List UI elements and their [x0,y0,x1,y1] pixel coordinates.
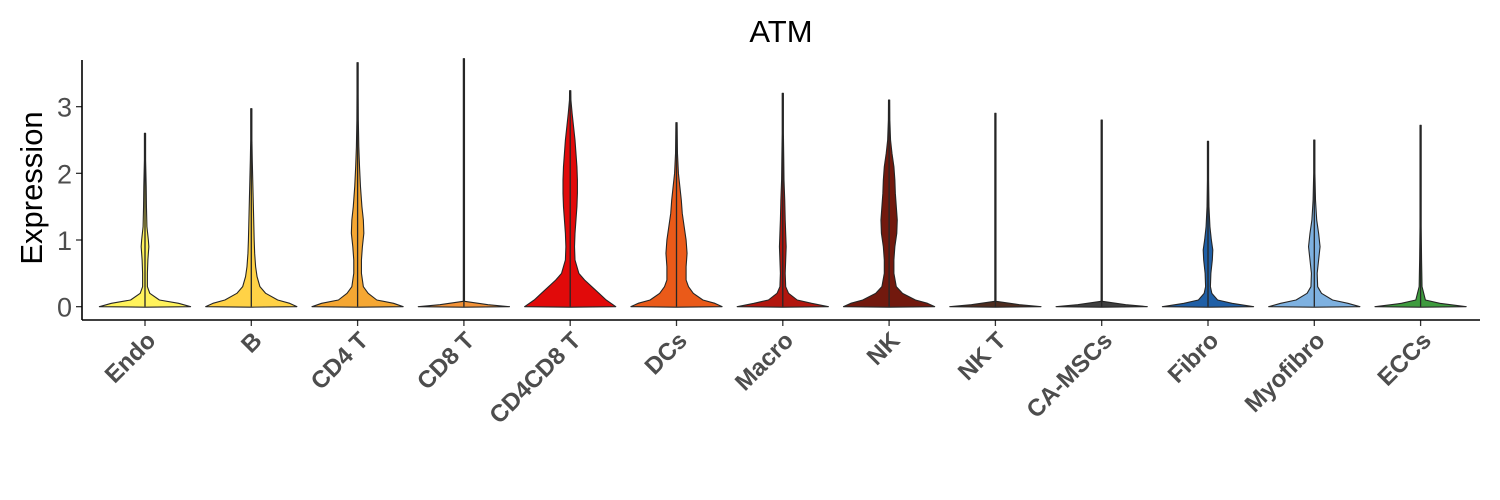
x-tick-label: Fibro [1163,327,1225,389]
y-axis-label: Expression [14,111,49,264]
y-tick-label: 1 [57,226,72,256]
x-tick-label: ECCs [1372,327,1436,391]
violin-layer [98,58,1467,308]
x-tick-label: Macro [730,327,799,396]
y-tick-label: 0 [57,293,72,323]
x-tick-label: CD4 T [306,327,374,395]
y-tick-label: 2 [57,159,72,189]
x-axis-ticks: Endo B CD4 T CD8 T CD4CD8 T DCs Macro NK NK T CA-… [100,320,1437,429]
y-axis-ticks: 0 1 2 3 [57,93,82,323]
x-tick-label: Endo [100,327,162,389]
chart-title: ATM [749,14,812,49]
x-tick-label: NK T [953,327,1012,386]
x-tick-label: B [236,327,267,358]
y-tick-label: 3 [57,93,72,123]
x-tick-label: DCs [640,327,693,380]
x-tick-label: CA-MSCs [1022,327,1118,423]
x-tick-label: CD8 T [412,327,480,395]
x-tick-label: CD4CD8 T [484,327,586,429]
x-tick-label: Myofibro [1240,327,1331,418]
x-tick-label: NK [862,327,906,371]
